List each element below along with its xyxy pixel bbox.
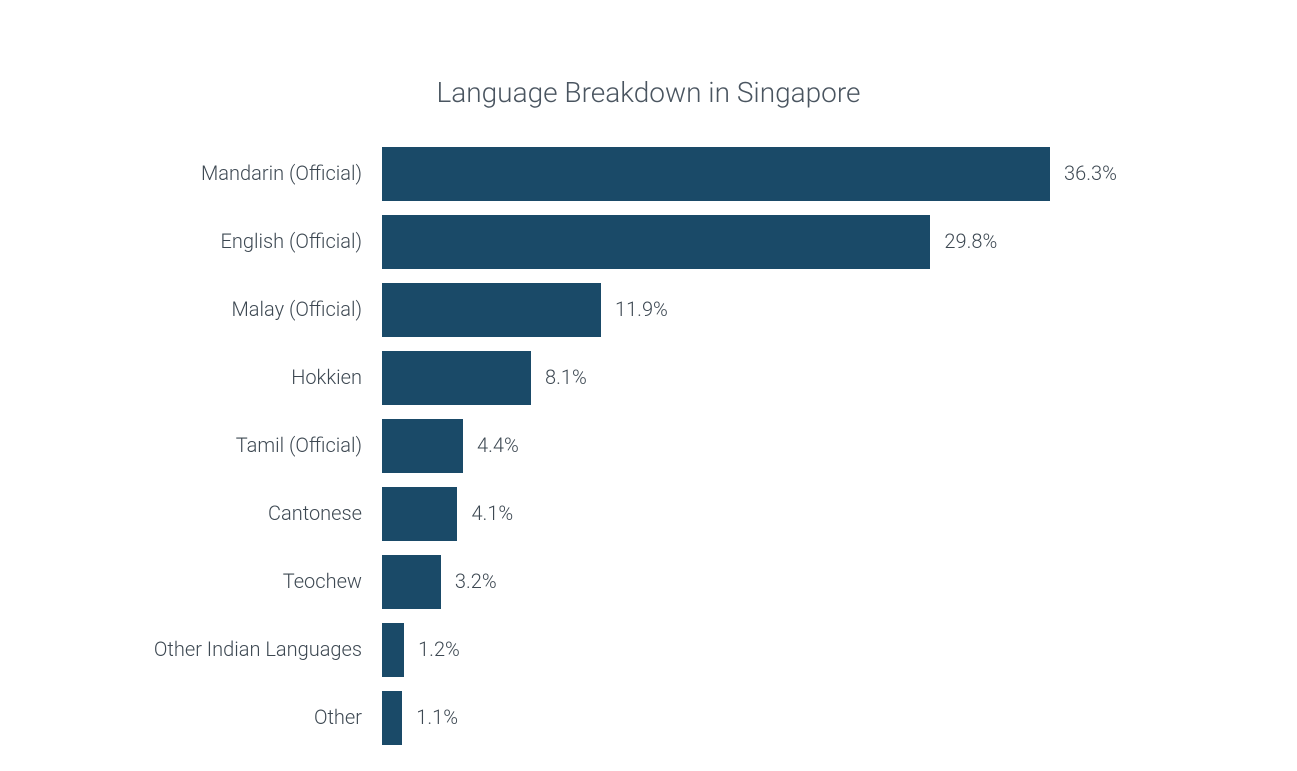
bar bbox=[382, 691, 402, 745]
bar-row: Teochew 3.2% bbox=[0, 548, 1297, 616]
bar-value-label: 29.8% bbox=[944, 229, 997, 253]
bar-category-label: Other bbox=[314, 705, 362, 729]
chart-title: Language Breakdown in Singapore bbox=[0, 76, 1297, 109]
bar-category-label: Other Indian Languages bbox=[154, 637, 362, 661]
bar-row: Tamil (Official) 4.4% bbox=[0, 412, 1297, 480]
bar-category-label: Cantonese bbox=[268, 501, 362, 525]
bar-value-label: 4.1% bbox=[471, 501, 513, 525]
bar-row: Other 1.1% bbox=[0, 684, 1297, 752]
bar-row: Other Indian Languages 1.2% bbox=[0, 616, 1297, 684]
language-chart: Language Breakdown in Singapore Mandarin… bbox=[0, 0, 1297, 771]
bar bbox=[382, 147, 1050, 201]
bar bbox=[382, 351, 531, 405]
bar-category-label: Hokkien bbox=[291, 365, 362, 389]
bar-value-label: 1.2% bbox=[418, 637, 460, 661]
bar-category-label: English (Official) bbox=[221, 229, 363, 253]
bar bbox=[382, 555, 441, 609]
bar-category-label: Mandarin (Official) bbox=[201, 161, 362, 185]
bar-value-label: 3.2% bbox=[455, 569, 497, 593]
bars-area: Mandarin (Official) 36.3% English (Officia… bbox=[0, 140, 1297, 752]
bar-row: Malay (Official) 11.9% bbox=[0, 276, 1297, 344]
bar-category-label: Tamil (Official) bbox=[236, 433, 362, 457]
bar-value-label: 11.9% bbox=[615, 297, 668, 321]
bar bbox=[382, 419, 463, 473]
bar-value-label: 8.1% bbox=[545, 365, 587, 389]
bar-value-label: 36.3% bbox=[1064, 161, 1117, 185]
bar bbox=[382, 215, 930, 269]
bar-row: Cantonese 4.1% bbox=[0, 480, 1297, 548]
bar-category-label: Teochew bbox=[283, 569, 362, 593]
bar bbox=[382, 487, 457, 541]
bar-category-label: Malay (Official) bbox=[231, 297, 362, 321]
bar-value-label: 1.1% bbox=[416, 705, 458, 729]
bar bbox=[382, 283, 601, 337]
bar-value-label: 4.4% bbox=[477, 433, 519, 457]
bar bbox=[382, 623, 404, 677]
bar-row: Hokkien 8.1% bbox=[0, 344, 1297, 412]
bar-row: English (Official) 29.8% bbox=[0, 208, 1297, 276]
bar-row: Mandarin (Official) 36.3% bbox=[0, 140, 1297, 208]
